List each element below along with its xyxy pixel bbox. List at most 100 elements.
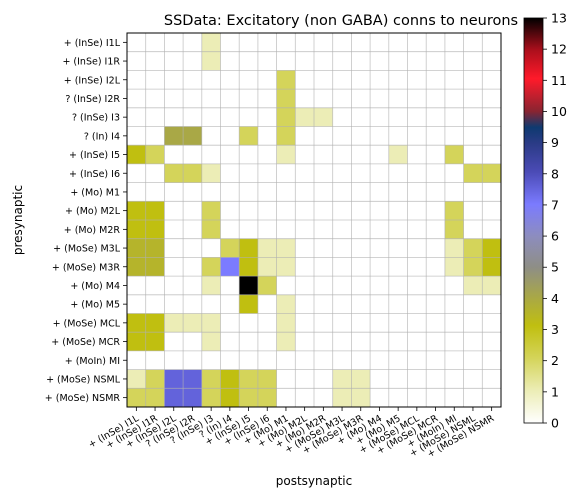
heatmap-cell [463,220,483,239]
heatmap-cell [295,145,315,165]
heatmap-cell [127,257,146,277]
heatmap-cell [164,388,184,408]
y-tick-label: + (InSe) I1L [64,38,121,49]
heatmap-cell [370,220,390,239]
heatmap-cell [276,238,296,258]
heatmap-cell [314,70,333,90]
heatmap-cell [444,220,464,239]
heatmap-cell [276,276,296,296]
heatmap-cell [295,350,315,370]
heatmap-cell [351,369,371,389]
heatmap-cell [164,182,184,202]
heatmap-cell [370,257,390,277]
heatmap-cell [145,163,165,183]
heatmap-cell [426,276,446,296]
heatmap-cell [239,33,259,52]
heatmap-cell [332,107,352,127]
heatmap-cell [482,369,502,389]
heatmap-cell [257,388,277,408]
heatmap-cell [482,107,502,127]
heatmap-cell [164,220,184,239]
heatmap-cell [220,294,240,314]
heatmap-cell [276,33,296,52]
y-tick-label: + (MoSe) NSML [46,374,121,385]
colorbar-tick-label: 9 [551,135,559,150]
heatmap-cell [239,276,259,296]
heatmap-cell [388,163,408,183]
heatmap-cell [183,257,203,277]
heatmap-cell [426,313,446,333]
heatmap-cells [127,33,502,408]
heatmap-cell [370,89,390,109]
colorbar-tick-label: 8 [551,166,559,181]
heatmap-cell [201,51,221,71]
heatmap-cell [482,89,502,109]
heatmap-cell [370,238,390,258]
x-axis-ticks: + (InSe) I1L+ (InSe) I1R+ (InSe) I2L? (I… [87,407,496,460]
y-tick-label: + (Mo) M5 [70,300,120,311]
colorbar-tick-label: 13 [551,11,567,26]
heatmap-cell [426,126,446,146]
heatmap-cell [332,388,352,408]
heatmap-cell [257,276,277,296]
heatmap-cell [145,33,165,52]
heatmap-cell [257,126,277,146]
heatmap-cell [463,294,483,314]
heatmap-cell [276,350,296,370]
heatmap-cell [444,388,464,408]
heatmap-cell [164,201,184,221]
y-tick-label: ? (In) I4 [84,131,120,142]
heatmap-cell [239,51,259,71]
heatmap-cell [257,238,277,258]
heatmap-cell [314,145,333,165]
heatmap-cell [220,332,240,352]
heatmap-cell [426,220,446,239]
heatmap-cell [332,238,352,258]
heatmap-cell [351,257,371,277]
heatmap-cell [314,163,333,183]
y-tick-label: + (InSe) I5 [69,150,120,161]
heatmap-cell [276,369,296,389]
heatmap-cell [295,126,315,146]
heatmap-cell [426,163,446,183]
heatmap-cell [164,294,184,314]
heatmap-cell [351,33,371,52]
heatmap-cell [314,332,333,352]
heatmap-cell [463,89,483,109]
heatmap-cell [332,220,352,239]
heatmap-cell [295,238,315,258]
heatmap-cell [314,350,333,370]
heatmap-cell [183,126,203,146]
heatmap-cell [164,350,184,370]
heatmap-cell [127,238,146,258]
heatmap-cell [463,163,483,183]
heatmap-cell [444,182,464,202]
heatmap-cell [482,33,502,52]
heatmap-cell [220,51,240,71]
heatmap-cell [332,257,352,277]
heatmap-cell [164,70,184,90]
heatmap-cell [257,163,277,183]
heatmap-cell [332,350,352,370]
heatmap-cell [183,220,203,239]
heatmap-cell [332,276,352,296]
heatmap-cell [426,201,446,221]
heatmap-cell [276,70,296,90]
heatmap-cell [482,182,502,202]
heatmap-cell [276,332,296,352]
heatmap-cell [314,294,333,314]
heatmap-cell [426,89,446,109]
heatmap-cell [370,388,390,408]
heatmap-cell [351,163,371,183]
heatmap-cell [276,257,296,277]
heatmap-cell [183,294,203,314]
heatmap-cell [463,313,483,333]
heatmap-cell [314,51,333,71]
heatmap-cell [388,70,408,90]
plot-frame [126,32,502,408]
heatmap-cell [201,33,221,52]
heatmap-cell [482,350,502,370]
heatmap-cell [426,388,446,408]
heatmap-cell [201,369,221,389]
heatmap-cell [407,313,427,333]
